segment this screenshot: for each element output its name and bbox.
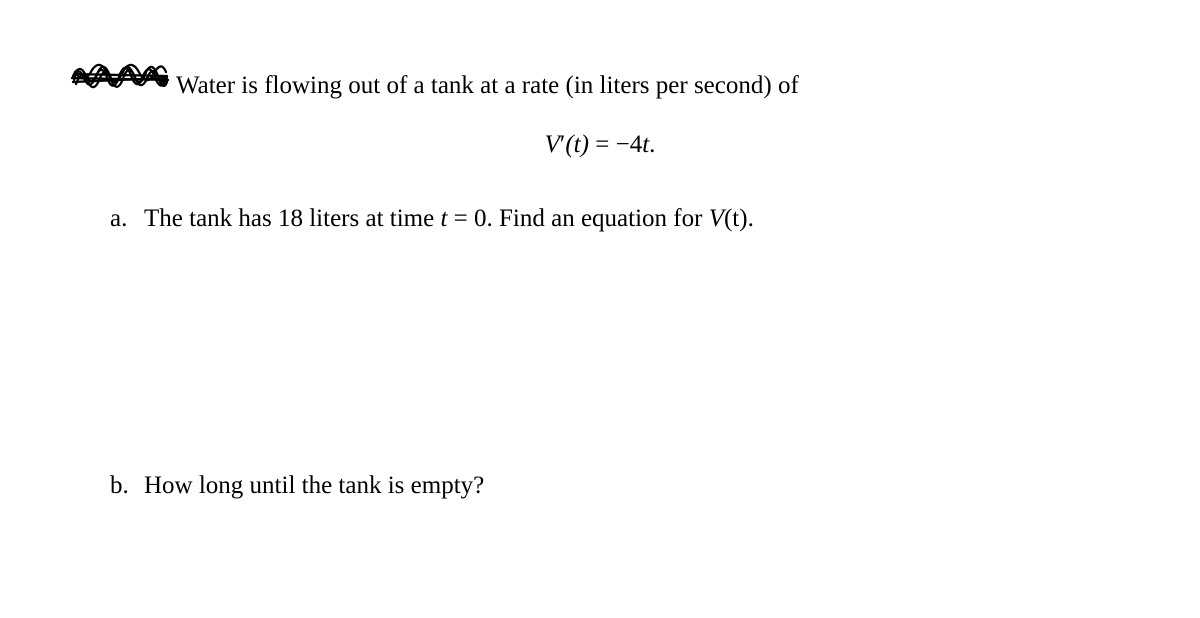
scribble-redaction-icon: [70, 58, 170, 103]
part-b-label: b.: [110, 468, 144, 503]
eq-lhs-arg: (t): [565, 131, 589, 158]
part-a-text-1: The tank has 18 liters at time: [144, 205, 440, 232]
rate-equation: V′(t) = −4t.: [70, 131, 1130, 159]
part-a-eq-zero: = 0: [447, 205, 486, 232]
part-a-text-2: . Find an equation for: [487, 205, 709, 232]
part-a-paren-t: (t): [724, 205, 748, 232]
part-a-text-3: .: [748, 205, 754, 232]
part-b-text: How long until the tank is empty?: [144, 468, 1130, 503]
part-a-label: a.: [110, 201, 144, 236]
eq-rhs-coeff: 4: [630, 131, 643, 158]
problem-intro-text: Water is flowing out of a tank at a rate…: [176, 68, 799, 103]
problem-intro-row: Water is flowing out of a tank at a rate…: [70, 68, 1130, 103]
part-a-var-V: V: [709, 205, 724, 232]
problem-page: Water is flowing out of a tank at a rate…: [0, 0, 1200, 503]
eq-rhs-end: .: [649, 131, 655, 158]
eq-rhs-sign: −: [616, 131, 630, 158]
part-a-text: The tank has 18 liters at time t = 0. Fi…: [144, 201, 1130, 236]
part-b: b. How long until the tank is empty?: [70, 468, 1130, 503]
part-a: a. The tank has 18 liters at time t = 0.…: [70, 201, 1130, 236]
eq-equals: =: [589, 131, 616, 158]
eq-lhs-var: V: [545, 131, 560, 158]
